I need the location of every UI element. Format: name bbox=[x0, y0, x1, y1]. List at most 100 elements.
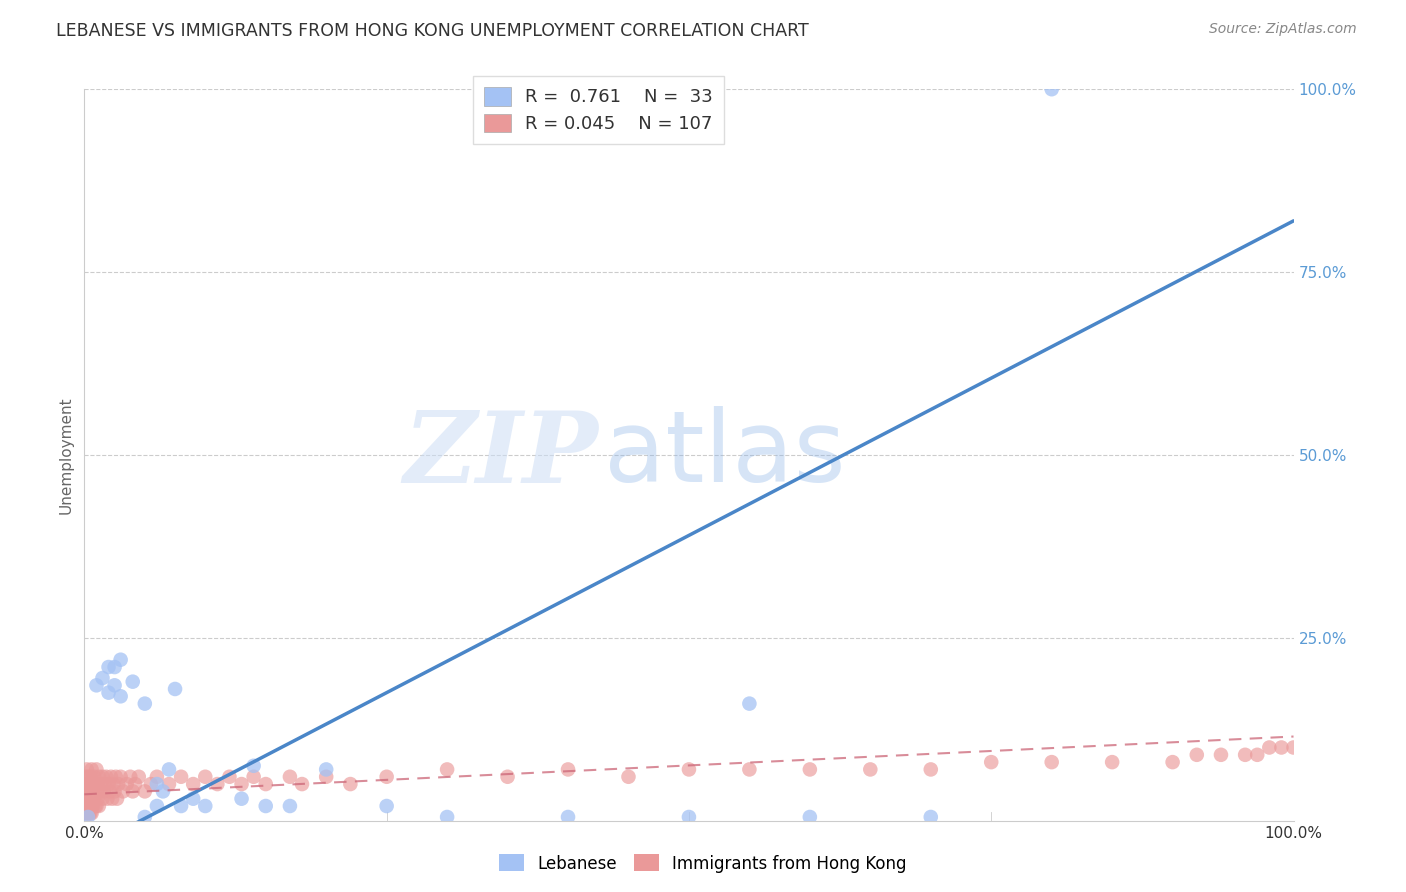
Point bbox=[77, 784, 100, 798]
Point bbox=[278, 770, 301, 784]
Point bbox=[82, 799, 104, 814]
Point bbox=[181, 777, 204, 791]
Point bbox=[920, 810, 942, 824]
Point bbox=[738, 763, 761, 777]
Point bbox=[104, 678, 127, 692]
Point bbox=[134, 784, 156, 798]
Point bbox=[79, 784, 101, 798]
Point bbox=[97, 686, 120, 700]
Point bbox=[76, 806, 98, 821]
Point bbox=[617, 770, 640, 784]
Point bbox=[75, 770, 97, 784]
Point bbox=[79, 799, 101, 814]
Point bbox=[120, 770, 142, 784]
Point bbox=[98, 784, 121, 798]
Point bbox=[139, 777, 162, 791]
Point bbox=[110, 770, 132, 784]
Point bbox=[84, 799, 107, 814]
Point bbox=[77, 799, 100, 814]
Text: ZIP: ZIP bbox=[404, 407, 599, 503]
Point bbox=[1040, 82, 1063, 96]
Point bbox=[84, 777, 107, 791]
Point bbox=[93, 784, 115, 798]
Point bbox=[75, 799, 97, 814]
Point bbox=[920, 763, 942, 777]
Legend: R =  0.761    N =  33, R = 0.045    N = 107: R = 0.761 N = 33, R = 0.045 N = 107 bbox=[472, 77, 724, 144]
Text: Source: ZipAtlas.com: Source: ZipAtlas.com bbox=[1209, 22, 1357, 37]
Point bbox=[557, 810, 579, 824]
Point bbox=[77, 806, 100, 821]
Point bbox=[97, 660, 120, 674]
Point bbox=[146, 770, 169, 784]
Point bbox=[91, 770, 114, 784]
Point bbox=[86, 678, 108, 692]
Legend: Lebanese, Immigrants from Hong Kong: Lebanese, Immigrants from Hong Kong bbox=[492, 847, 914, 880]
Point bbox=[90, 777, 112, 791]
Text: LEBANESE VS IMMIGRANTS FROM HONG KONG UNEMPLOYMENT CORRELATION CHART: LEBANESE VS IMMIGRANTS FROM HONG KONG UN… bbox=[56, 22, 808, 40]
Point bbox=[77, 791, 100, 805]
Point bbox=[157, 777, 180, 791]
Point bbox=[1270, 740, 1292, 755]
Point bbox=[170, 770, 193, 784]
Point bbox=[1101, 755, 1123, 769]
Point bbox=[218, 770, 240, 784]
Point bbox=[207, 777, 229, 791]
Point bbox=[75, 799, 97, 814]
Point bbox=[87, 770, 110, 784]
Point bbox=[339, 777, 361, 791]
Point bbox=[134, 697, 156, 711]
Point bbox=[436, 810, 458, 824]
Point bbox=[79, 806, 101, 821]
Point bbox=[134, 810, 156, 824]
Point bbox=[77, 770, 100, 784]
Point bbox=[315, 770, 337, 784]
Point bbox=[231, 791, 253, 805]
Point bbox=[104, 770, 127, 784]
Point bbox=[96, 791, 118, 805]
Point bbox=[91, 791, 114, 805]
Point bbox=[75, 791, 97, 805]
Point bbox=[76, 791, 98, 805]
Point bbox=[94, 777, 117, 791]
Point bbox=[1234, 747, 1257, 762]
Point bbox=[859, 763, 882, 777]
Point bbox=[86, 791, 108, 805]
Point bbox=[254, 777, 277, 791]
Point bbox=[86, 763, 108, 777]
Point bbox=[101, 791, 124, 805]
Point bbox=[1040, 755, 1063, 769]
Point bbox=[152, 784, 174, 798]
Point bbox=[128, 770, 150, 784]
Point bbox=[165, 681, 187, 696]
Point bbox=[181, 791, 204, 805]
Point bbox=[112, 784, 135, 798]
Point bbox=[105, 791, 128, 805]
Point bbox=[75, 784, 97, 798]
Point bbox=[76, 777, 98, 791]
Point bbox=[254, 799, 277, 814]
Point bbox=[375, 770, 398, 784]
Point bbox=[110, 653, 132, 667]
Point bbox=[80, 763, 103, 777]
Point bbox=[146, 799, 169, 814]
Point bbox=[86, 777, 108, 791]
Point bbox=[1209, 747, 1232, 762]
Text: atlas: atlas bbox=[605, 407, 846, 503]
Point bbox=[738, 697, 761, 711]
Point bbox=[107, 777, 129, 791]
Point bbox=[115, 777, 138, 791]
Point bbox=[83, 770, 105, 784]
Point bbox=[104, 660, 127, 674]
Point bbox=[121, 784, 143, 798]
Point bbox=[83, 791, 105, 805]
Point bbox=[103, 777, 125, 791]
Point bbox=[315, 763, 337, 777]
Point bbox=[291, 777, 314, 791]
Point bbox=[194, 799, 217, 814]
Point bbox=[94, 770, 117, 784]
Point bbox=[194, 770, 217, 784]
Point bbox=[375, 799, 398, 814]
Point bbox=[79, 791, 101, 805]
Point bbox=[231, 777, 253, 791]
Point bbox=[496, 770, 519, 784]
